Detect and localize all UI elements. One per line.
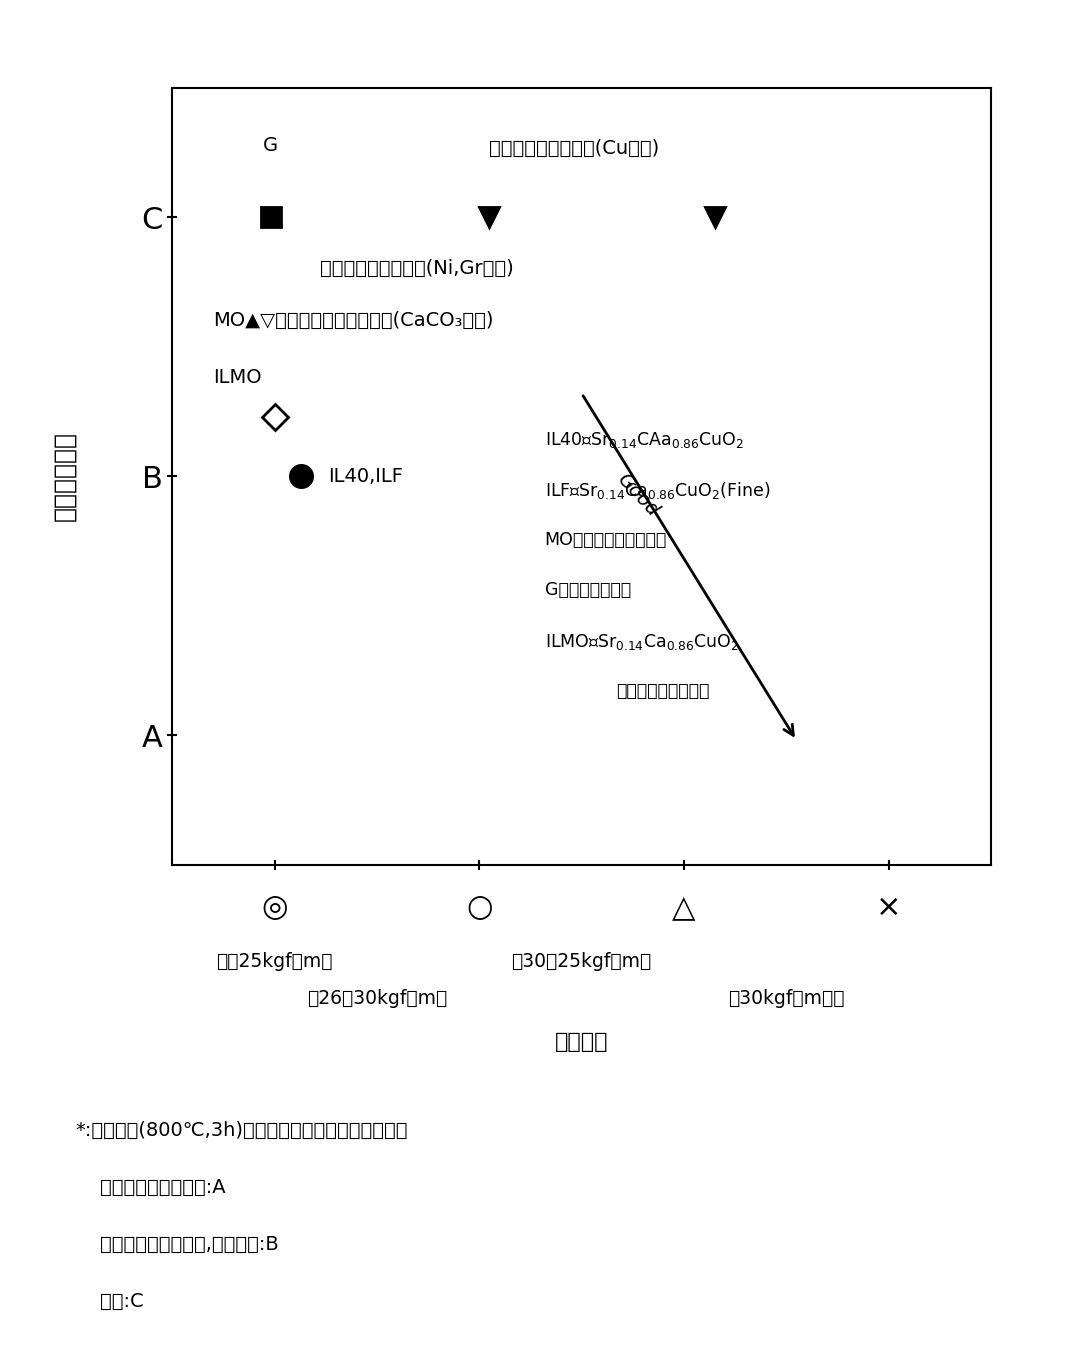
Text: 熱処理前とほぼ同じ:A: 熱処理前とほぼ同じ:A [75, 1178, 226, 1197]
Text: MO：二硫化モリブデン: MO：二硫化モリブデン [545, 531, 667, 549]
Text: IL40,ILF: IL40,ILF [327, 466, 403, 486]
Text: ×: × [876, 893, 901, 923]
Text: ILMO：$\mathregular{Sr_{0.14}Ca_{0.86}CuO_2}$: ILMO：$\mathregular{Sr_{0.14}Ca_{0.86}CuO… [545, 632, 739, 651]
Text: ILMO: ILMO [213, 369, 262, 388]
Text: G: G [263, 136, 278, 155]
Text: 酸化抑制性＊: 酸化抑制性＊ [53, 431, 76, 521]
Text: ○: ○ [466, 893, 492, 923]
Text: （30kgf・m〜）: （30kgf・m〜） [728, 989, 844, 1008]
Text: ILF：$\mathregular{Sr_{0.14}Ca_{0.86}CuO_2}$(Fine): ILF：$\mathregular{Sr_{0.14}Ca_{0.86}CuO_… [545, 480, 770, 501]
Text: IL40：$\mathregular{Sr_{0.14}CAa_{0.86}CuO_2}$: IL40：$\mathregular{Sr_{0.14}CAa_{0.86}Cu… [545, 430, 744, 450]
Text: と二硫化モリブデン: と二硫化モリブデン [616, 682, 710, 700]
Text: トルク性: トルク性 [555, 1032, 609, 1052]
Text: （26〜30kgf・m）: （26〜30kgf・m） [307, 989, 447, 1008]
Text: （〜25kgf・m）: （〜25kgf・m） [216, 952, 333, 971]
Text: Good: Good [614, 470, 662, 520]
Text: 熱処理前より高いが,実用可能:B: 熱処理前より高いが,実用可能:B [75, 1235, 279, 1254]
Text: （30〜25kgf・m）: （30〜25kgf・m） [512, 952, 652, 971]
Text: MO▲▽市販油井管用ペースト(CaCO₃含有): MO▲▽市販油井管用ペースト(CaCO₃含有) [213, 311, 493, 331]
Text: ◎: ◎ [262, 893, 288, 923]
Text: *:熱処理後(800℃,3h)にねじを開放する時のトルクが: *:熱処理後(800℃,3h)にねじを開放する時のトルクが [75, 1121, 408, 1140]
Text: 市販ねじ用ペースト(Cu含有): 市販ねじ用ペースト(Cu含有) [489, 139, 660, 158]
Text: 固着:C: 固着:C [75, 1292, 144, 1310]
Text: △: △ [672, 893, 696, 923]
Text: G：グラファイト: G：グラファイト [545, 581, 631, 598]
Text: 市販ねじ用ペースト(Ni,Gr含有): 市販ねじ用ペースト(Ni,Gr含有) [320, 259, 514, 278]
